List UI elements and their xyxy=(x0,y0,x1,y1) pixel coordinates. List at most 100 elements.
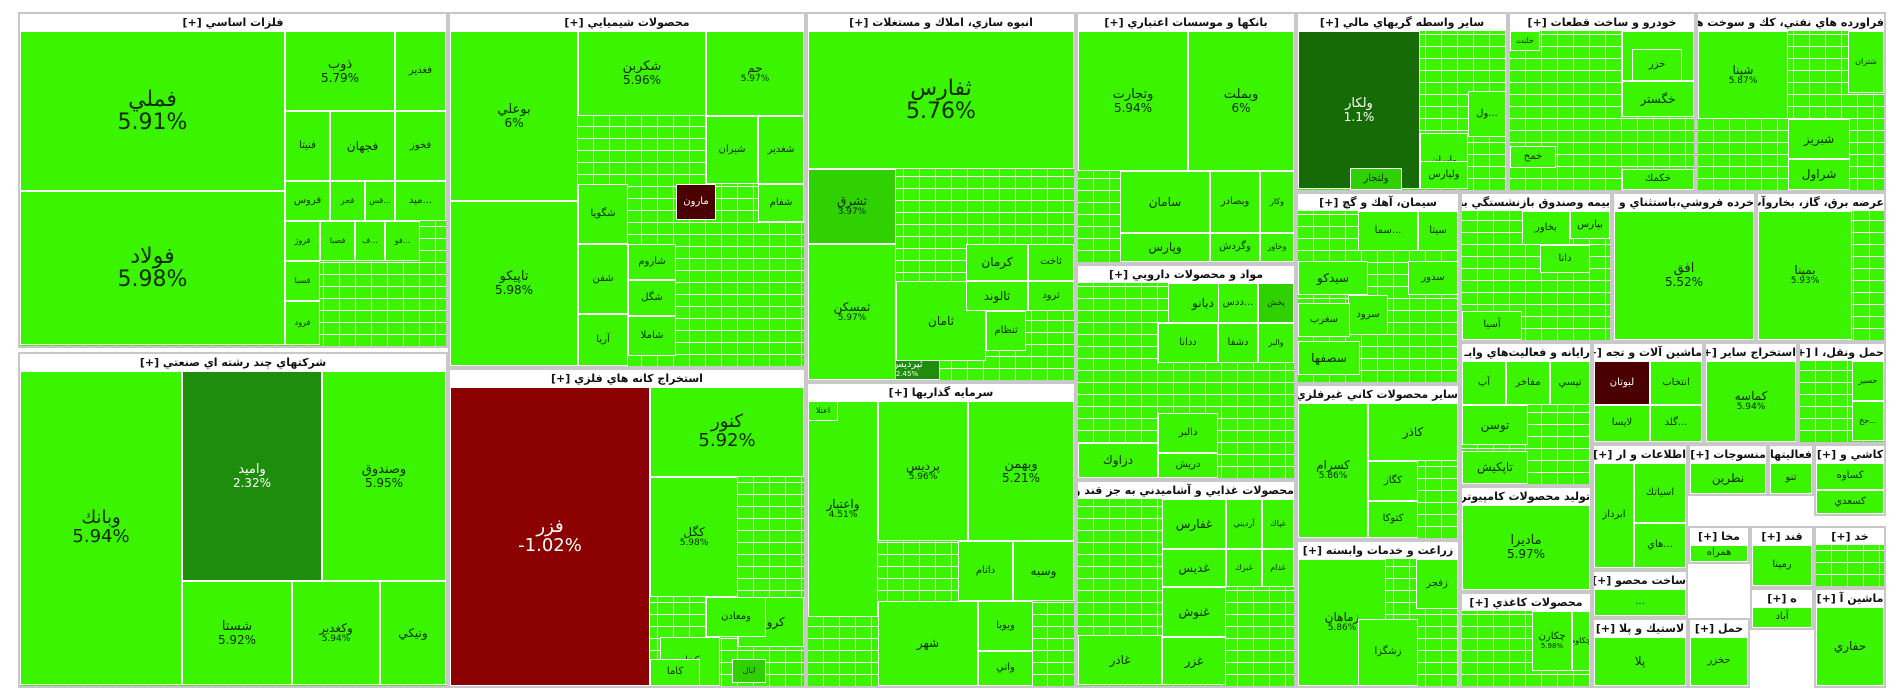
symbol-tile[interactable]: واتي xyxy=(978,651,1033,686)
symbol-tile[interactable]: فروژ xyxy=(285,221,320,261)
symbol-tile[interactable]: ف... xyxy=(355,221,385,261)
symbol-tile[interactable]: فو... xyxy=(385,221,420,261)
sector-title[interactable]: توليد محصولات كامپيوتر [+] xyxy=(1462,488,1590,505)
symbol-tile[interactable]: وگردش xyxy=(1210,233,1260,262)
symbol-tile[interactable]: غپاك xyxy=(1262,499,1294,549)
sector-title[interactable]: مواد و محصولات دارويي [+] xyxy=(1078,266,1294,283)
symbol-tile[interactable]: چكارن 5.98% xyxy=(1532,611,1572,671)
symbol-tile[interactable]: دزاوك xyxy=(1078,443,1158,478)
sector-title[interactable]: لاستيك و پلا [+] xyxy=(1594,620,1686,637)
symbol-tile[interactable]: سيتا xyxy=(1418,211,1458,251)
sector-title[interactable]: شركتهاي چند رشته اي صنعتي [+] xyxy=(20,354,446,371)
sector-1[interactable]: شركتهاي چند رشته اي صنعتي [+] وبانك 5.94% و… xyxy=(18,352,448,688)
symbol-tile[interactable]: وليارس xyxy=(1420,161,1468,189)
sector-title[interactable]: حمل ونقل، ا [+] xyxy=(1800,344,1884,361)
symbol-tile[interactable]: انتخاب xyxy=(1650,361,1702,405)
symbol-tile[interactable]: ثمسكن 5.97% xyxy=(808,244,896,380)
sector-34[interactable]: ه [+] آباد xyxy=(1750,588,1814,630)
symbol-tile[interactable]: شغدير xyxy=(758,116,804,184)
sector-2[interactable]: محصولات شيميايي [+] بوعلي 6% تاپيكو 5.98% شكر… xyxy=(448,12,806,368)
symbol-tile[interactable]: شاروم xyxy=(628,244,676,280)
symbol-tile[interactable]: جم 5.97% xyxy=(706,31,804,116)
symbol-tile[interactable]: لبوتان xyxy=(1594,361,1650,405)
symbol-tile[interactable]: كگاز xyxy=(1368,461,1418,501)
symbol-tile[interactable]: شفن xyxy=(578,244,628,314)
sector-title[interactable]: محصولات كاغذي [+] xyxy=(1462,594,1590,611)
symbol-tile[interactable]: واعتبار 4.51% xyxy=(808,401,878,617)
symbol-tile[interactable]: ابال xyxy=(732,659,766,683)
symbol-tile[interactable]: فصبا xyxy=(320,221,355,261)
symbol-tile[interactable]: خلنت xyxy=(1510,31,1540,51)
symbol-tile[interactable]: شهر xyxy=(878,601,978,686)
symbol-tile[interactable]: اسياتك xyxy=(1634,463,1686,523)
sector-title[interactable]: ساخت محصو [+] xyxy=(1594,572,1686,589)
symbol-tile[interactable]: رمپنا xyxy=(1752,545,1812,586)
sector-title[interactable]: ساير واسطه گريهاي مالي [+] xyxy=(1298,14,1506,31)
symbol-tile[interactable]: زفجر xyxy=(1416,559,1458,609)
symbol-tile[interactable]: آپ xyxy=(1462,361,1506,405)
symbol-tile[interactable]: فجر xyxy=(330,181,365,221)
symbol-tile[interactable]: شستا 5.92% xyxy=(182,581,292,685)
sector-24[interactable]: اطلاعات و ار [+] اسياتك ابرداز هاي... xyxy=(1592,444,1688,570)
symbol-tile[interactable]: اعتلا xyxy=(808,401,838,421)
sector-title[interactable]: خد [+] xyxy=(1816,528,1884,545)
sector-16[interactable]: ساير محصولات كاني غيرفلزي [+]كسرام5.86%ك… xyxy=(1296,384,1460,540)
sector-title[interactable]: فراورده هاي نفتي، كك و سوخت هسته [+] xyxy=(1698,14,1884,31)
symbol-tile[interactable]: ميد... xyxy=(395,181,446,221)
symbol-tile[interactable]: زشگزا xyxy=(1358,619,1418,686)
symbol-tile[interactable]: بپارس xyxy=(1570,211,1610,239)
symbol-tile[interactable]: حخزر xyxy=(1690,637,1748,686)
sector-21[interactable]: ماشين آلات و تجه [+] لبوتان انتخاب گلد... لا… xyxy=(1592,342,1704,444)
symbol-tile[interactable]: تپسي xyxy=(1550,361,1590,405)
symbol-tile[interactable]: قس... xyxy=(365,181,395,221)
symbol-tile[interactable]: شگل xyxy=(628,280,676,316)
symbol-tile[interactable]: فزر -1.02% xyxy=(450,387,650,686)
sector-27[interactable]: كاشي و [+] كساوه كسعدي xyxy=(1814,444,1886,516)
symbol-tile[interactable]: تنو xyxy=(1770,463,1812,494)
symbol-tile[interactable]: ثرود xyxy=(1028,281,1074,311)
symbol-tile[interactable]: وبانك 5.94% xyxy=(20,371,182,685)
symbol-tile[interactable]: تاپيكو 5.98% xyxy=(450,201,578,366)
symbol-tile[interactable]: فولاد 5.98% xyxy=(20,191,285,345)
symbol-tile[interactable]: داتام xyxy=(958,541,1013,601)
symbol-tile[interactable]: آريا xyxy=(578,314,628,366)
sector-title[interactable]: منسوجات [+] xyxy=(1690,446,1766,463)
symbol-tile[interactable]: كسرام 5.86% xyxy=(1298,403,1368,538)
symbol-tile[interactable]: بمپنا 5.93% xyxy=(1758,211,1852,340)
sector-26[interactable]: فعاليتها [+] تنو xyxy=(1768,444,1814,496)
sector-12[interactable]: سيمان، آهك و گچ [+] سيتا سما... سيدكو سرود سد… xyxy=(1296,192,1460,384)
symbol-tile[interactable]: غديس xyxy=(1162,549,1226,587)
sector-title[interactable]: زراعت و خدمات وابسته [+] xyxy=(1298,542,1458,559)
sector-17[interactable]: زراعت و خدمات وابسته [+] زماهان 5.86% زفجر ز… xyxy=(1296,540,1460,688)
symbol-tile[interactable]: ذوب 5.79% xyxy=(285,31,395,111)
symbol-tile[interactable]: فروس xyxy=(285,181,330,221)
symbol-tile[interactable]: دانا xyxy=(1540,245,1590,273)
symbol-tile[interactable]: حفاري xyxy=(1816,607,1884,686)
symbol-tile[interactable]: دريش xyxy=(1158,453,1218,478)
symbol-tile[interactable]: مارون xyxy=(676,184,716,220)
symbol-tile[interactable]: همراه xyxy=(1690,545,1748,562)
symbol-tile[interactable]: وكار xyxy=(1260,171,1294,233)
symbol-tile[interactable]: ثشرق 3.97% xyxy=(808,169,896,244)
sector-22[interactable]: استخراج ساير [+] كماسه 5.94% xyxy=(1704,342,1798,444)
symbol-tile[interactable]: وكغدير 5.94% xyxy=(292,581,380,685)
sector-title[interactable]: استخراج كانه هاي فلزي [+] xyxy=(450,370,804,387)
sector-5[interactable]: سرمايه گذاريها [+] واعتبار 4.51% پرديس 5.96%… xyxy=(806,382,1076,688)
symbol-tile[interactable]: كساوه xyxy=(1816,463,1884,490)
symbol-tile[interactable]: دالبر xyxy=(1158,413,1218,453)
symbol-tile[interactable]: حخ... xyxy=(1852,401,1884,441)
symbol-tile[interactable]: سرود xyxy=(1348,295,1388,335)
sector-title[interactable]: بانكها و موسسات اعتباري [+] xyxy=(1078,14,1294,31)
symbol-tile[interactable]: وبصادر xyxy=(1210,171,1260,233)
symbol-tile[interactable]: شتران xyxy=(1848,31,1884,93)
sector-32[interactable]: قند [+] رمپنا xyxy=(1750,526,1814,588)
sector-title[interactable]: مخا [+] xyxy=(1690,528,1748,545)
sector-title[interactable]: خرده فروشي،باستثناي و [+] xyxy=(1614,194,1754,211)
symbol-tile[interactable]: كاذر xyxy=(1368,403,1458,461)
symbol-tile[interactable]: خكمك xyxy=(1622,169,1694,190)
sector-title[interactable]: ماشين آلات و تجه [+] xyxy=(1594,344,1702,361)
